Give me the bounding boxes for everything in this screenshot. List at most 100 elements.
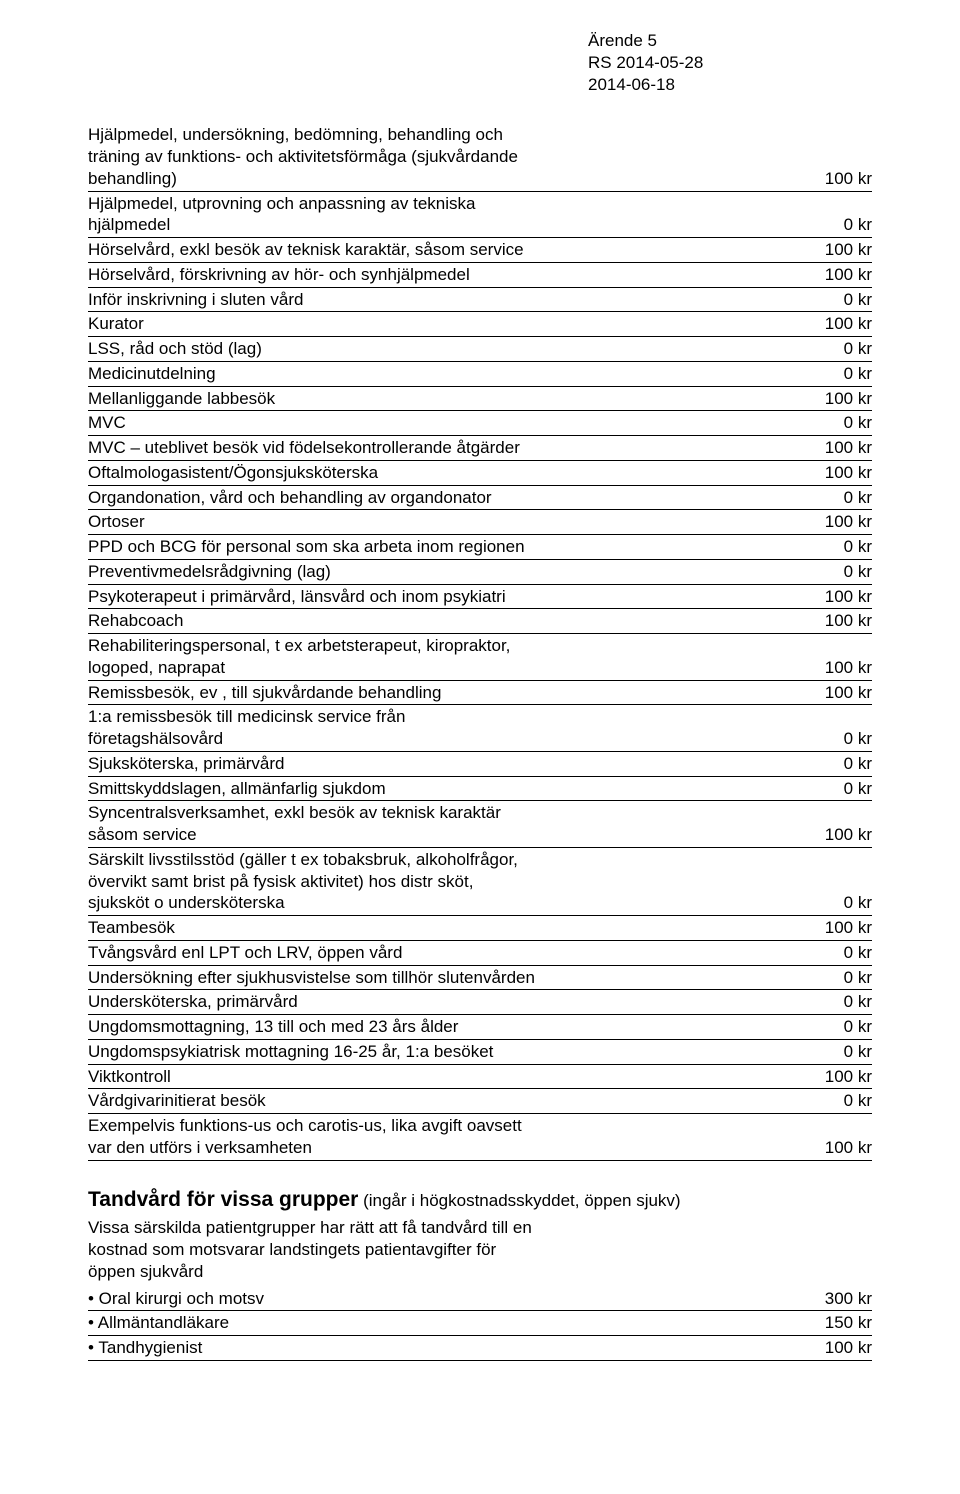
document-header: Ärende 5 RS 2014-05-28 2014-06-18 [588, 30, 872, 95]
fee-value: 0 kr [786, 411, 872, 436]
fee-label: Ortoser [88, 510, 786, 535]
fee-label: Särskilt livsstilsstöd (gäller t ex toba… [88, 847, 786, 915]
fee-label: Undersköterska, primärvård [88, 990, 786, 1015]
fee-label: Psykoterapeut i primärvård, länsvård och… [88, 584, 786, 609]
fee-label: LSS, råd och stöd (lag) [88, 337, 786, 362]
table-row: Viktkontroll100 kr [88, 1064, 872, 1089]
table-row: Hjälpmedel, utprovning och anpassning av… [88, 191, 872, 238]
table-row: • Oral kirurgi och motsv300 kr [88, 1287, 872, 1311]
fee-label: Vårdgivarinitierat besök [88, 1089, 786, 1114]
fee-value: 0 kr [786, 559, 872, 584]
fee-label: Hörselvård, förskrivning av hör- och syn… [88, 262, 786, 287]
fee-value: 100 kr [786, 312, 872, 337]
fee-label: 1:a remissbesök till medicinsk service f… [88, 705, 786, 752]
fee-value: 100 kr [786, 123, 872, 191]
table-row: • Allmäntandläkare150 kr [88, 1311, 872, 1336]
fee-label: • Oral kirurgi och motsv [88, 1287, 685, 1311]
fee-label: MVC – uteblivet besök vid födelsekontrol… [88, 436, 786, 461]
table-row: Psykoterapeut i primärvård, länsvård och… [88, 584, 872, 609]
fee-label: Tvångsvård enl LPT och LRV, öppen vård [88, 940, 786, 965]
fee-value: 100 kr [786, 634, 872, 681]
fee-value: 100 kr [786, 262, 872, 287]
table-row: Hörselvård, förskrivning av hör- och syn… [88, 262, 872, 287]
table-row: Syncentralsverksamhet, exkl besök av tek… [88, 801, 872, 848]
fee-label: Hjälpmedel, undersökning, bedömning, beh… [88, 123, 786, 191]
table-row: PPD och BCG för personal som ska arbeta … [88, 535, 872, 560]
fee-value: 100 kr [685, 1336, 872, 1361]
fee-value: 0 kr [786, 337, 872, 362]
table-row: 1:a remissbesök till medicinsk service f… [88, 705, 872, 752]
table-row: Teambesök100 kr [88, 916, 872, 941]
fee-value: 0 kr [786, 287, 872, 312]
table-row: Vårdgivarinitierat besök0 kr [88, 1089, 872, 1114]
header-line-3: 2014-06-18 [588, 74, 872, 96]
fee-value: 100 kr [786, 916, 872, 941]
dental-fees-table: • Oral kirurgi och motsv300 kr • Allmänt… [88, 1287, 872, 1361]
table-row: Undersökning efter sjukhusvistelse som t… [88, 965, 872, 990]
fee-value: 100 kr [786, 510, 872, 535]
fee-label: • Tandhygienist [88, 1336, 685, 1361]
fee-label: Rehabcoach [88, 609, 786, 634]
fee-label: Ungdomsmottagning, 13 till och med 23 år… [88, 1015, 786, 1040]
fee-value: 100 kr [786, 609, 872, 634]
fee-value: 0 kr [786, 535, 872, 560]
fee-label: Medicinutdelning [88, 361, 786, 386]
fee-label: Rehabiliteringspersonal, t ex arbetstera… [88, 634, 786, 681]
section-title-rest: (ingår i högkostnadsskyddet, öppen sjukv… [358, 1191, 680, 1210]
fee-label: MVC [88, 411, 786, 436]
table-row: Ungdomspsykiatrisk mottagning 16-25 år, … [88, 1039, 872, 1064]
fee-label: Preventivmedelsrådgivning (lag) [88, 559, 786, 584]
fee-label: Kurator [88, 312, 786, 337]
table-row: LSS, råd och stöd (lag)0 kr [88, 337, 872, 362]
table-row: Tvångsvård enl LPT och LRV, öppen vård0 … [88, 940, 872, 965]
fee-label: Organdonation, vård och behandling av or… [88, 485, 786, 510]
table-row: • Tandhygienist100 kr [88, 1336, 872, 1361]
fee-value: 0 kr [786, 1015, 872, 1040]
fee-value: 100 kr [786, 436, 872, 461]
table-row: Rehabcoach100 kr [88, 609, 872, 634]
fee-label: Viktkontroll [88, 1064, 786, 1089]
fee-label: • Allmäntandläkare [88, 1311, 685, 1336]
table-row: Preventivmedelsrådgivning (lag)0 kr [88, 559, 872, 584]
fee-label: Remissbesök, ev , till sjukvårdande beha… [88, 680, 786, 705]
fee-label: Oftalmologasistent/Ögonsjuksköterska [88, 460, 786, 485]
fee-value: 0 kr [786, 191, 872, 238]
fee-label: Hjälpmedel, utprovning och anpassning av… [88, 191, 786, 238]
fee-value: 0 kr [786, 485, 872, 510]
fee-label: Mellanliggande labbesök [88, 386, 786, 411]
fee-value: 100 kr [786, 801, 872, 848]
section-title-bold: Tandvård för vissa grupper [88, 1188, 358, 1211]
fee-value: 100 kr [786, 238, 872, 263]
fee-label: Sjuksköterska, primärvård [88, 751, 786, 776]
fee-value: 100 kr [786, 460, 872, 485]
fee-value: 0 kr [786, 1089, 872, 1114]
fee-value: 300 kr [685, 1287, 872, 1311]
fee-value: 0 kr [786, 965, 872, 990]
fee-value: 0 kr [786, 705, 872, 752]
table-row: Oftalmologasistent/Ögonsjuksköterska100 … [88, 460, 872, 485]
table-row: Inför inskrivning i sluten vård0 kr [88, 287, 872, 312]
table-row: Sjuksköterska, primärvård0 kr [88, 751, 872, 776]
table-row: Särskilt livsstilsstöd (gäller t ex toba… [88, 847, 872, 915]
fee-value: 0 kr [786, 1039, 872, 1064]
table-row: Smittskyddslagen, allmänfarlig sjukdom0 … [88, 776, 872, 801]
fee-label: Undersökning efter sjukhusvistelse som t… [88, 965, 786, 990]
fee-label: Teambesök [88, 916, 786, 941]
table-row: MVC – uteblivet besök vid födelsekontrol… [88, 436, 872, 461]
section-intro: Vissa särskilda patientgrupper har rätt … [88, 1217, 872, 1282]
fee-value: 100 kr [786, 1114, 872, 1161]
fee-value: 0 kr [786, 776, 872, 801]
fee-label: Inför inskrivning i sluten vård [88, 287, 786, 312]
fee-value: 0 kr [786, 847, 872, 915]
table-row: Hjälpmedel, undersökning, bedömning, beh… [88, 123, 872, 191]
header-line-2: RS 2014-05-28 [588, 52, 872, 74]
fee-label: Hörselvård, exkl besök av teknisk karakt… [88, 238, 786, 263]
table-row: Remissbesök, ev , till sjukvårdande beha… [88, 680, 872, 705]
fee-label: Exempelvis funktions-us och carotis-us, … [88, 1114, 786, 1161]
table-row: Organdonation, vård och behandling av or… [88, 485, 872, 510]
fee-label: Smittskyddslagen, allmänfarlig sjukdom [88, 776, 786, 801]
table-row: Exempelvis funktions-us och carotis-us, … [88, 1114, 872, 1161]
table-row: Mellanliggande labbesök100 kr [88, 386, 872, 411]
table-row: Hörselvård, exkl besök av teknisk karakt… [88, 238, 872, 263]
fee-label: Syncentralsverksamhet, exkl besök av tek… [88, 801, 786, 848]
